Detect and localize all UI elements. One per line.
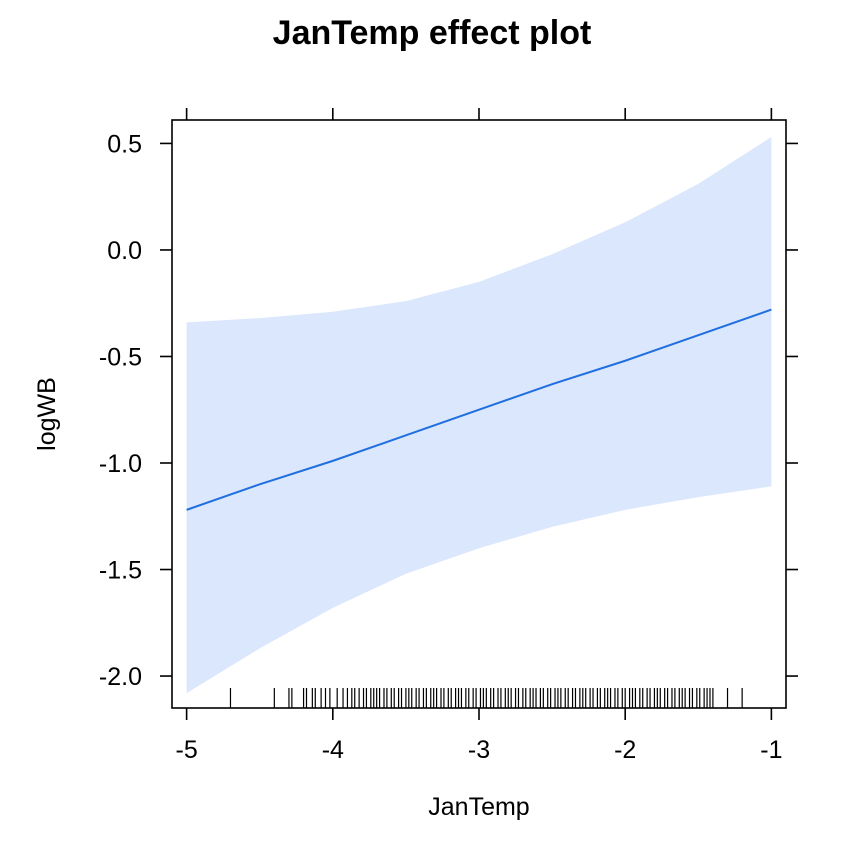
x-tick-label: -5 [176, 736, 198, 764]
y-tick-label: -1.0 [99, 450, 142, 478]
rug-layer [229, 688, 743, 708]
y-axis-ticks: -2.0 -1.5 -1.0 -0.5 0.0 0.5 [99, 130, 798, 691]
x-tick-label: -1 [760, 736, 782, 764]
y-tick-label: 0.5 [107, 130, 142, 158]
x-tick-label: -4 [322, 736, 344, 764]
x-axis-label: JanTemp [428, 793, 529, 821]
y-tick-label: 0.0 [107, 237, 142, 265]
y-tick-label: -2.0 [99, 663, 142, 691]
x-tick-label: -2 [614, 736, 636, 764]
chart-title: JanTemp effect plot [273, 14, 592, 52]
confidence-band-layer [186, 137, 772, 694]
fit-line [186, 308, 772, 511]
x-tick-label: -3 [468, 736, 490, 764]
confidence-band [186, 137, 772, 694]
x-axis-ticks: -5 -4 -3 -2 -1 [176, 108, 782, 764]
y-axis-label: logWB [33, 377, 61, 451]
y-tick-label: -1.5 [99, 557, 142, 585]
y-tick-label: -0.5 [99, 343, 142, 371]
fit-line-layer [186, 308, 772, 511]
